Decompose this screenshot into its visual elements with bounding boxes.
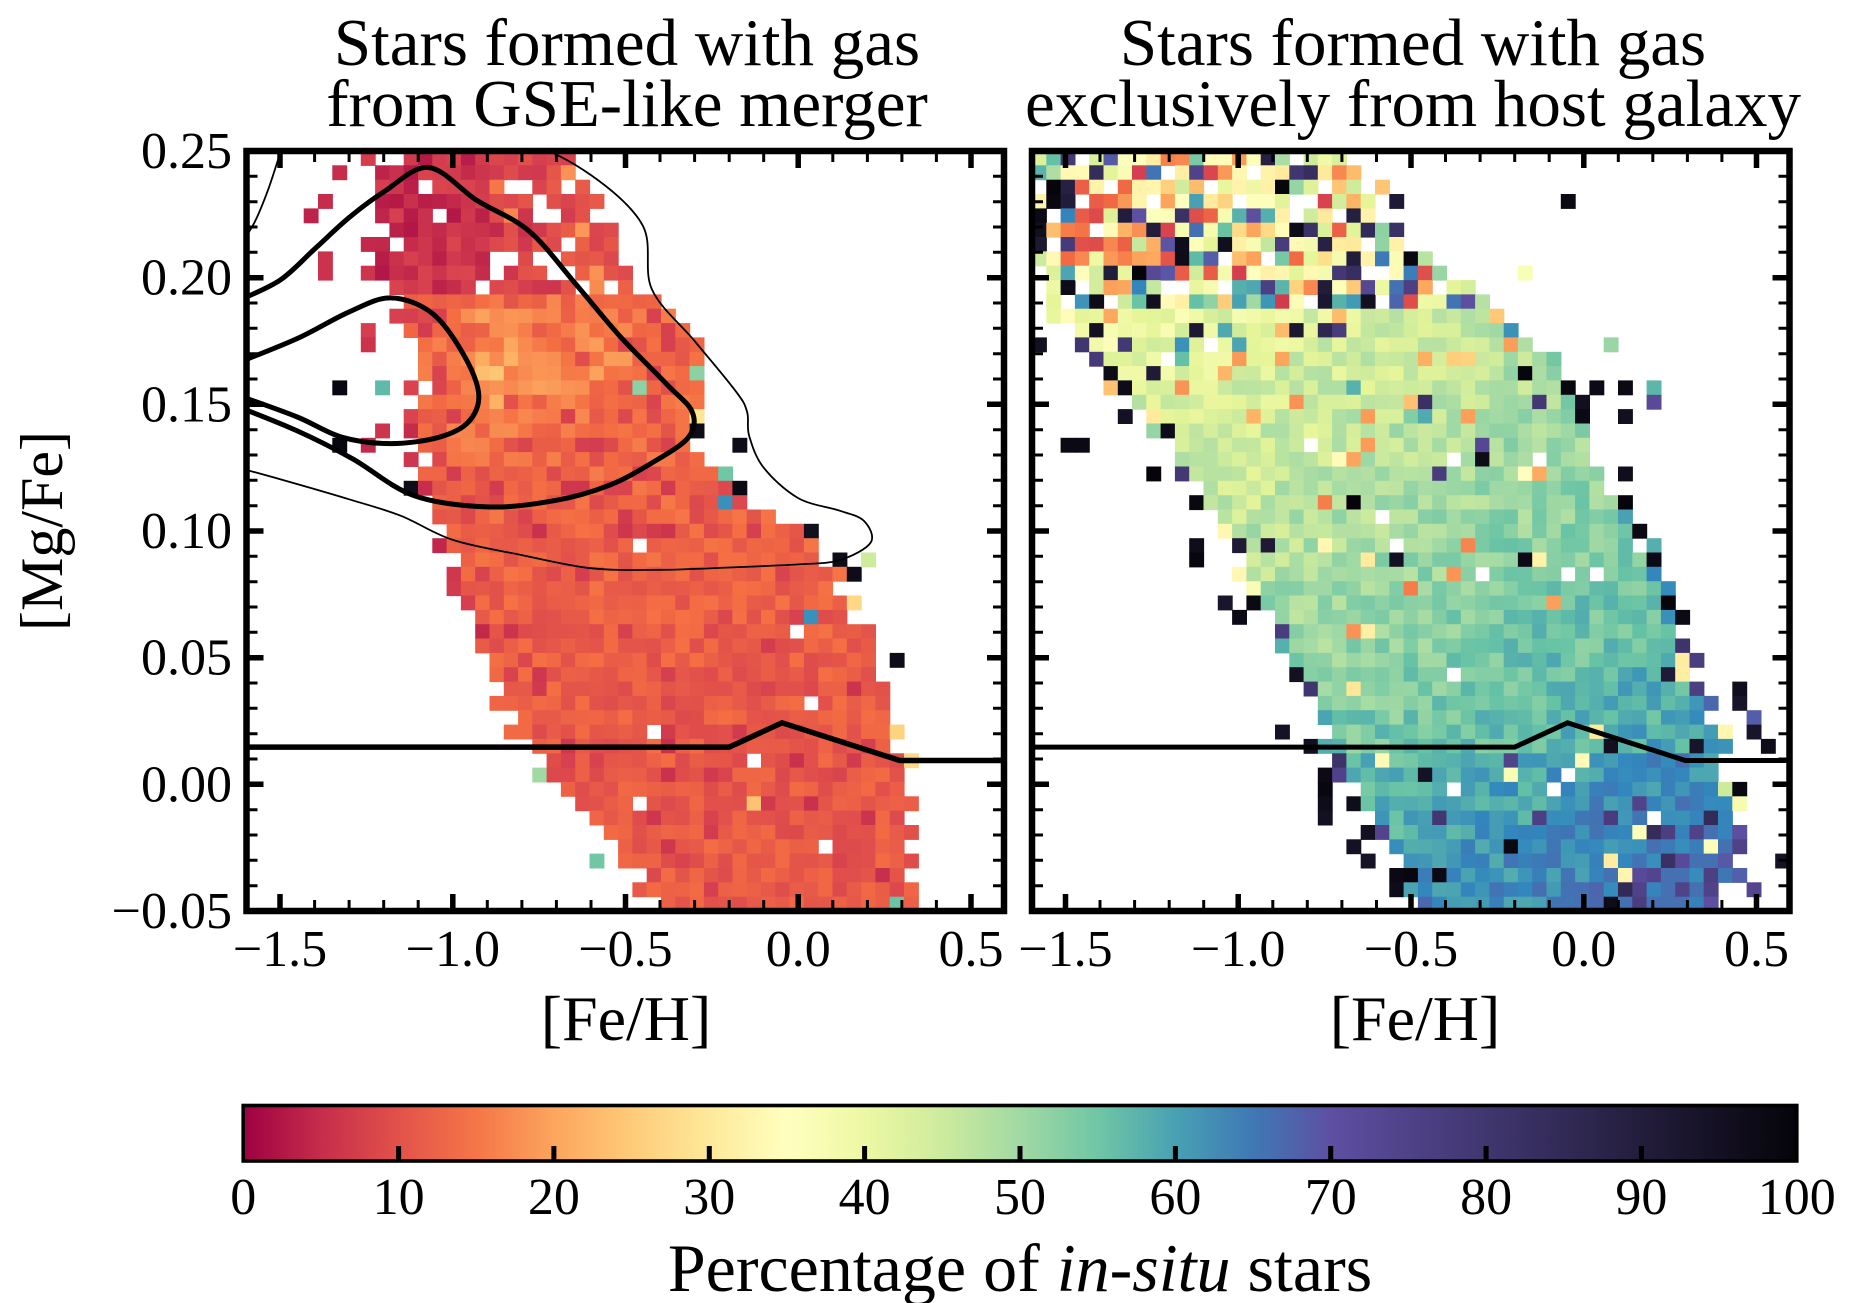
svg-text:0.0: 0.0	[766, 921, 831, 978]
svg-text:−1.0: −1.0	[406, 921, 500, 978]
svg-text:80: 80	[1460, 1169, 1512, 1226]
svg-text:0: 0	[230, 1169, 256, 1226]
svg-text:0.15: 0.15	[141, 376, 232, 433]
svg-text:0.20: 0.20	[141, 250, 232, 307]
svg-text:100: 100	[1758, 1169, 1836, 1226]
svg-text:exclusively from host galaxy: exclusively from host galaxy	[1025, 67, 1801, 141]
svg-text:−1.5: −1.5	[233, 921, 327, 978]
svg-text:−1.5: −1.5	[1018, 921, 1112, 978]
svg-text:−0.5: −0.5	[578, 921, 672, 978]
svg-text:40: 40	[839, 1169, 891, 1226]
svg-text:0.25: 0.25	[141, 123, 232, 180]
svg-text:0.5: 0.5	[939, 921, 1004, 978]
svg-text:[Fe/H]: [Fe/H]	[541, 983, 712, 1054]
svg-text:60: 60	[1149, 1169, 1201, 1226]
svg-text:0.05: 0.05	[141, 630, 232, 687]
svg-text:Percentage of in-situ stars: Percentage of in-situ stars	[668, 1230, 1372, 1303]
svg-text:30: 30	[683, 1169, 735, 1226]
svg-text:[Fe/H]: [Fe/H]	[1330, 983, 1501, 1054]
svg-text:−0.05: −0.05	[112, 883, 232, 940]
svg-text:70: 70	[1305, 1169, 1357, 1226]
svg-text:Stars formed with gas: Stars formed with gas	[1120, 6, 1706, 80]
svg-text:0.10: 0.10	[141, 503, 232, 560]
svg-text:90: 90	[1615, 1169, 1667, 1226]
svg-text:20: 20	[528, 1169, 580, 1226]
svg-text:from GSE-like merger: from GSE-like merger	[326, 67, 928, 141]
svg-text:10: 10	[373, 1169, 425, 1226]
svg-text:0.5: 0.5	[1724, 921, 1789, 978]
svg-text:−0.5: −0.5	[1364, 921, 1458, 978]
svg-text:50: 50	[994, 1169, 1046, 1226]
svg-text:−1.0: −1.0	[1191, 921, 1285, 978]
svg-text:0.00: 0.00	[141, 756, 232, 813]
svg-text:Stars formed with gas: Stars formed with gas	[334, 6, 920, 80]
svg-text:[Mg/Fe]: [Mg/Fe]	[9, 431, 75, 631]
svg-text:0.0: 0.0	[1551, 921, 1616, 978]
